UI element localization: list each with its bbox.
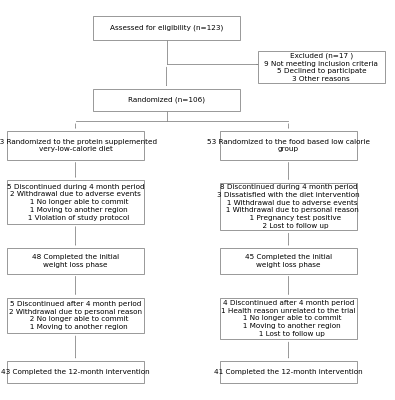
- FancyBboxPatch shape: [93, 16, 240, 40]
- FancyBboxPatch shape: [220, 361, 357, 383]
- FancyBboxPatch shape: [7, 131, 144, 160]
- FancyBboxPatch shape: [7, 361, 144, 383]
- FancyBboxPatch shape: [220, 131, 357, 160]
- FancyBboxPatch shape: [93, 89, 240, 111]
- Text: 43 Completed the 12-month intervention: 43 Completed the 12-month intervention: [1, 369, 150, 375]
- FancyBboxPatch shape: [220, 248, 357, 274]
- FancyBboxPatch shape: [220, 182, 357, 230]
- Text: 4 Discontinued after 4 month period
1 Health reason unrelated to the trial
   1 : 4 Discontinued after 4 month period 1 He…: [221, 300, 356, 337]
- Text: 41 Completed the 12-month intervention: 41 Completed the 12-month intervention: [214, 369, 363, 375]
- Text: 45 Completed the initial
weight loss phase: 45 Completed the initial weight loss pha…: [245, 254, 332, 268]
- FancyBboxPatch shape: [7, 248, 144, 274]
- Text: 5 Discontinued during 4 month period
2 Withdrawal due to adverse events
   1 No : 5 Discontinued during 4 month period 2 W…: [7, 184, 145, 221]
- Text: Randomized (n=106): Randomized (n=106): [128, 96, 205, 103]
- FancyBboxPatch shape: [220, 298, 357, 339]
- Text: 48 Completed the initial
weight loss phase: 48 Completed the initial weight loss pha…: [32, 254, 119, 268]
- Text: 53 Randomized to the protein supplemented
very-low-calorie diet: 53 Randomized to the protein supplemente…: [0, 139, 157, 152]
- FancyBboxPatch shape: [258, 51, 385, 84]
- Text: Excluded (n=17 )
9 Not meeting inclusion criteria
5 Declined to participate
3 Ot: Excluded (n=17 ) 9 Not meeting inclusion…: [264, 52, 378, 82]
- FancyBboxPatch shape: [7, 180, 144, 224]
- Text: 8 Discontinued during 4 month period
3 Dissatisfied with the diet intervention
 : 8 Discontinued during 4 month period 3 D…: [217, 184, 360, 229]
- Text: 5 Discontinued after 4 month period
2 Withdrawal due to personal reason
   2 No : 5 Discontinued after 4 month period 2 Wi…: [9, 301, 142, 330]
- FancyBboxPatch shape: [7, 298, 144, 333]
- Text: Assessed for eligibility (n=123): Assessed for eligibility (n=123): [110, 25, 223, 31]
- Text: 53 Randomized to the food based low calorie
group: 53 Randomized to the food based low calo…: [207, 139, 370, 152]
